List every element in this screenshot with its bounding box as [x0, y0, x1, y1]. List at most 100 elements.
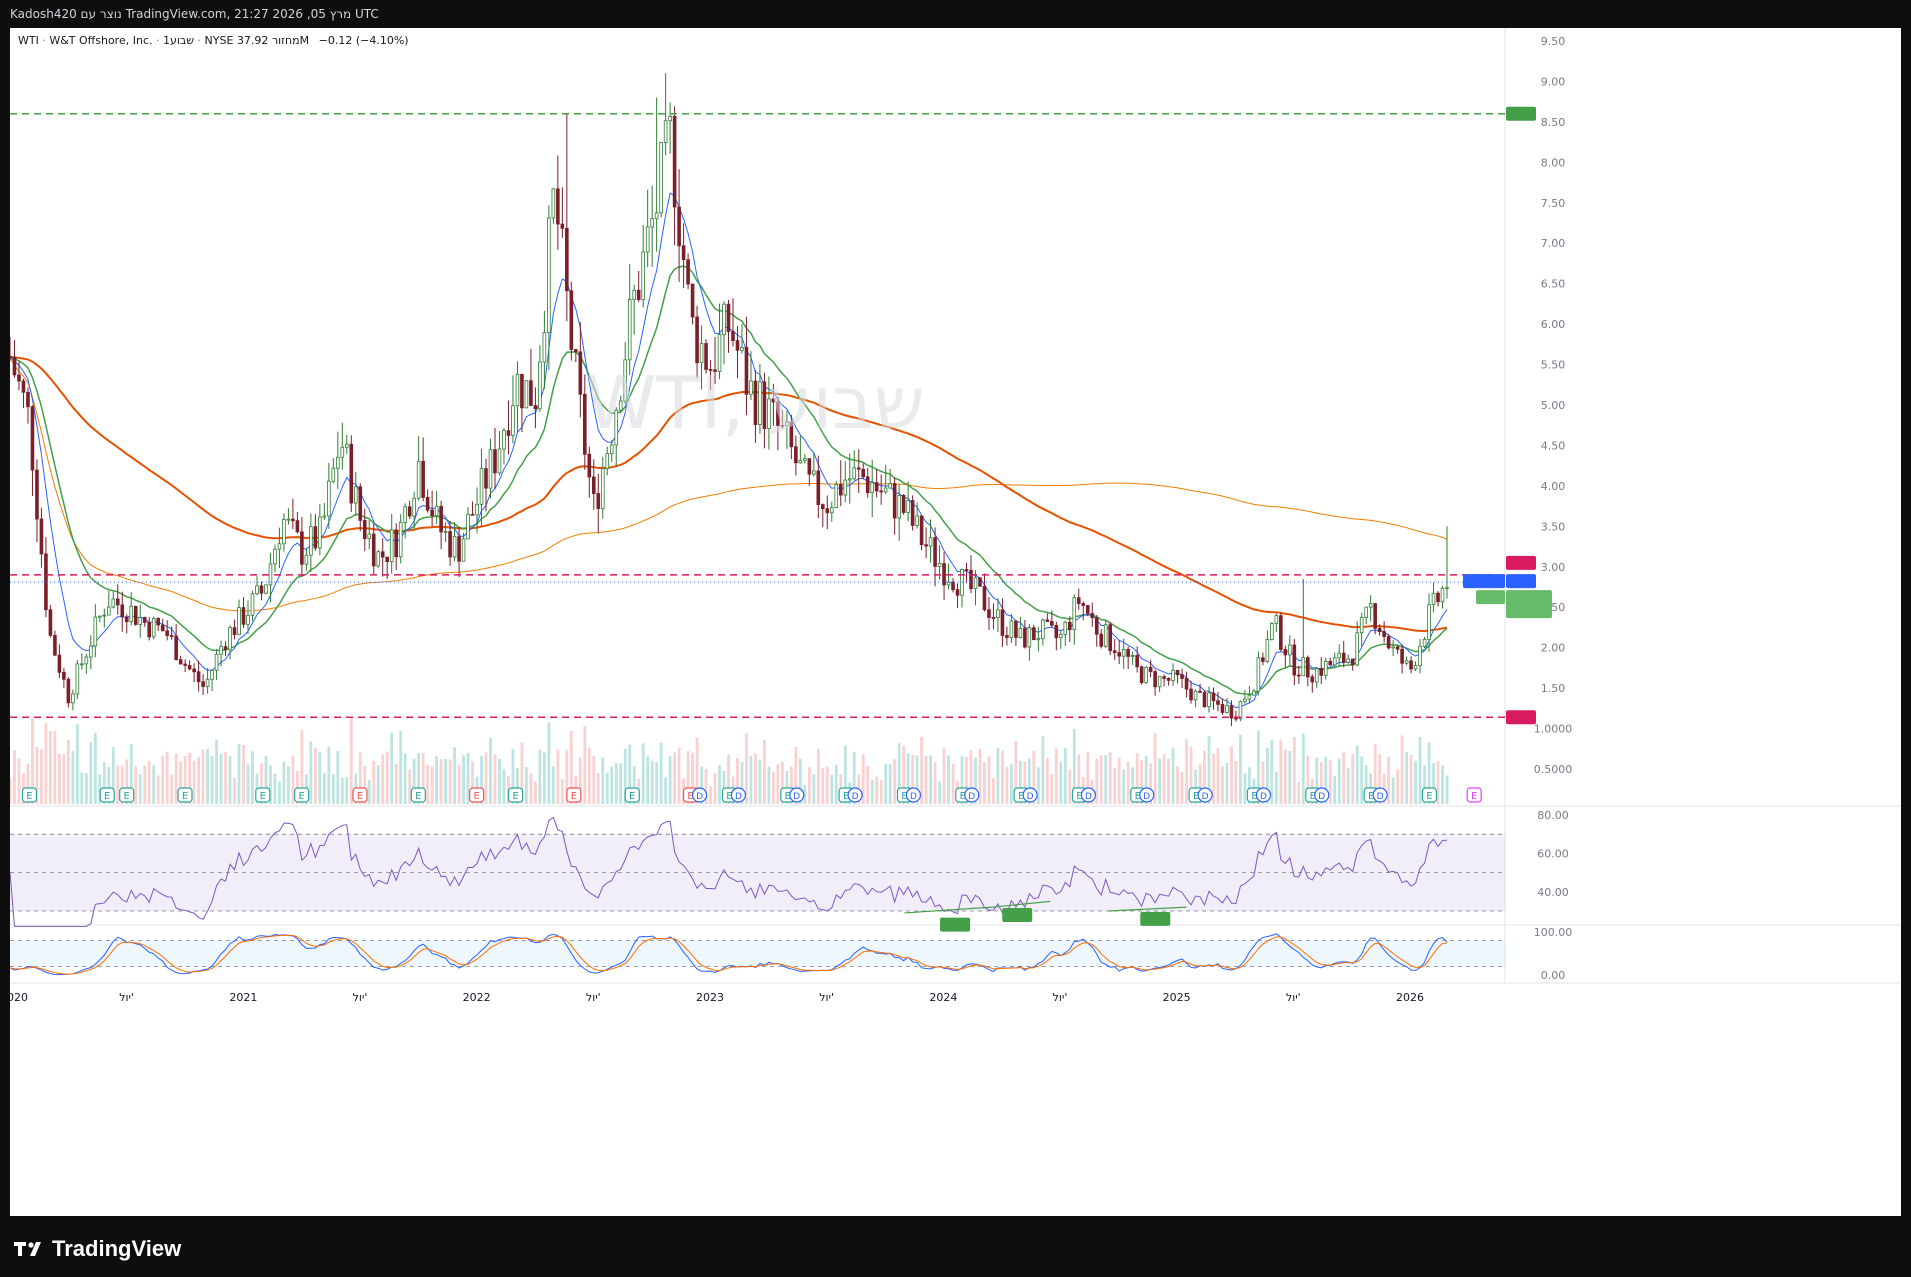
candle-body — [57, 654, 62, 673]
candle-body — [93, 616, 98, 647]
candle-body — [924, 544, 928, 547]
dividend-marker[interactable]: D — [847, 787, 863, 803]
dividend-marker[interactable]: D — [1139, 787, 1155, 803]
volume-bar — [367, 780, 371, 804]
candle-body — [690, 283, 695, 318]
volume-bar — [1387, 756, 1391, 804]
volume-bar — [1256, 730, 1260, 804]
volume-bar — [147, 760, 151, 804]
dividend-marker[interactable]: D — [691, 787, 708, 803]
volume-bar — [1396, 769, 1400, 804]
candle-body — [21, 380, 26, 393]
earnings-marker[interactable]: E — [410, 787, 426, 803]
volume-bar — [385, 751, 389, 804]
candle-body — [659, 142, 663, 214]
earnings-marker[interactable]: E — [352, 787, 368, 803]
volume-bar — [929, 755, 932, 804]
dividend-marker[interactable]: D — [1197, 787, 1213, 803]
candle-body — [232, 627, 237, 636]
candle-body — [1076, 597, 1081, 604]
volume-bar — [1400, 735, 1404, 804]
volume-bar — [1207, 736, 1211, 804]
volume-bar — [246, 764, 250, 804]
candle-body — [479, 468, 484, 505]
candle-body — [1395, 646, 1400, 650]
candle-body — [1112, 650, 1117, 653]
volume-bar — [542, 752, 546, 804]
earnings-label: E — [104, 791, 110, 802]
volume-bar — [1194, 769, 1197, 804]
volume-bar — [75, 724, 79, 804]
dividend-marker[interactable]: D — [1080, 787, 1097, 803]
volume-bar — [1189, 747, 1193, 804]
candle-body — [156, 618, 160, 626]
dividend-marker[interactable]: D — [1022, 787, 1038, 803]
volume-bar — [251, 751, 254, 804]
volume-bar — [210, 755, 214, 804]
volume-bar — [237, 744, 241, 804]
dividend-marker[interactable]: D — [905, 787, 922, 803]
candle-body — [838, 484, 843, 496]
earnings-marker[interactable]: E — [1466, 787, 1482, 803]
legend-symbol[interactable]: WTI — [18, 34, 39, 47]
dividend-marker[interactable]: D — [1255, 787, 1272, 803]
candle-body — [681, 245, 686, 261]
earnings-marker[interactable]: E — [566, 787, 582, 803]
volume-bar — [713, 773, 717, 804]
earnings-marker[interactable]: E — [507, 787, 524, 803]
earnings-marker[interactable]: E — [624, 787, 640, 803]
candle-body — [852, 467, 857, 480]
tradingview-brand[interactable]: TradingView — [14, 1236, 181, 1262]
dividend-marker[interactable]: D — [789, 787, 805, 803]
candle-body — [1301, 657, 1306, 677]
dividend-label: D — [1085, 792, 1092, 802]
candle-body — [268, 563, 273, 586]
volume-bar — [803, 784, 807, 804]
earnings-marker[interactable]: E — [99, 787, 115, 803]
dividend-marker[interactable]: D — [1372, 787, 1388, 803]
dividend-icon — [1022, 787, 1038, 803]
volume-bar — [498, 758, 501, 804]
dividend-marker[interactable]: D — [730, 787, 747, 803]
dividend-label: D — [793, 792, 800, 802]
candle-body — [223, 646, 228, 650]
candle-body — [475, 503, 479, 516]
earnings-marker[interactable]: E — [119, 787, 135, 803]
candle-body — [1085, 605, 1090, 614]
price-tick-label: 8.50 — [1541, 116, 1566, 129]
volume-bar — [677, 747, 681, 804]
volume-bar — [1225, 762, 1229, 804]
earnings-marker[interactable]: E — [1421, 787, 1438, 803]
volume-bar — [129, 744, 133, 804]
dividend-marker[interactable]: D — [964, 787, 980, 803]
earnings-marker[interactable]: E — [294, 787, 310, 803]
candle-body — [1377, 627, 1382, 633]
candle-body — [1256, 657, 1261, 692]
earnings-marker[interactable]: E — [255, 787, 271, 803]
candle-body — [336, 456, 340, 469]
volume-bar — [745, 733, 748, 804]
volume-bar — [206, 748, 209, 804]
candle-body — [749, 380, 753, 395]
volume-bar — [861, 754, 865, 804]
candle-body — [358, 486, 363, 521]
candle-body — [735, 340, 740, 351]
volume-bar — [183, 756, 187, 804]
earnings-marker[interactable]: E — [469, 787, 485, 803]
earnings-marker[interactable]: E — [21, 787, 38, 803]
candle-body — [169, 635, 174, 637]
volume-bar — [170, 774, 174, 804]
dividend-marker[interactable]: D — [1314, 787, 1330, 803]
earnings-label: E — [1193, 791, 1199, 802]
volume-bar — [219, 753, 223, 804]
candle-body — [951, 581, 955, 591]
volume-bar — [888, 764, 892, 804]
candle-body — [1067, 621, 1072, 631]
volume-bar — [1301, 733, 1305, 804]
volume-bar — [1108, 752, 1112, 804]
volume-bar — [26, 763, 30, 804]
earnings-marker[interactable]: E — [177, 787, 193, 803]
volume-bar — [188, 752, 192, 804]
